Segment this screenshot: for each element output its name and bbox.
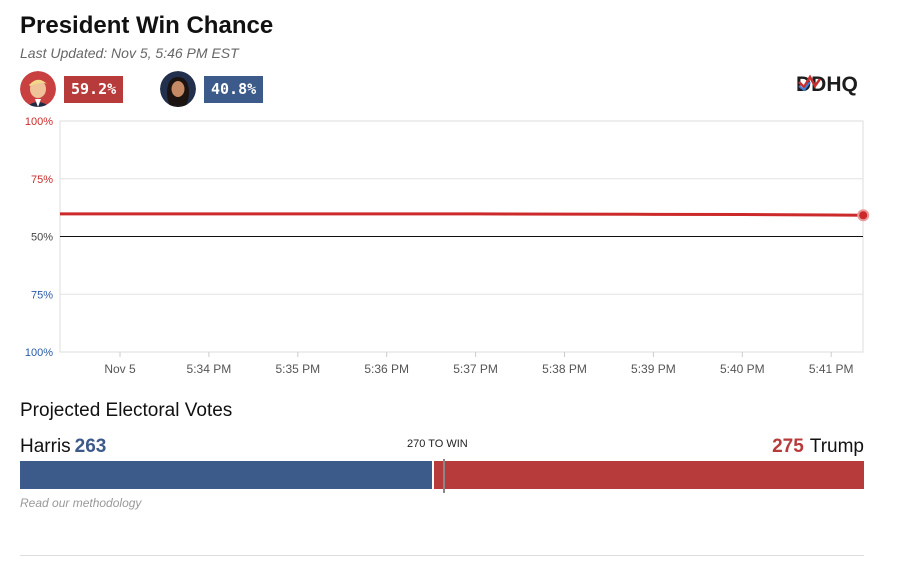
- footer-divider: [20, 555, 864, 556]
- x-tick-label: 5:39 PM: [631, 362, 676, 376]
- last-updated: Last Updated: Nov 5, 5:46 PM EST: [20, 45, 239, 61]
- to-win-label: 270 TO WIN: [407, 438, 468, 450]
- series-endpoint: [857, 209, 870, 222]
- ddhq-logo[interactable]: DDHQ: [796, 70, 866, 96]
- harris-avatar: [160, 71, 196, 107]
- x-tick-label: 5:34 PM: [187, 362, 232, 376]
- candidate-harris: 40.8%: [160, 71, 264, 107]
- x-tick-label: 5:38 PM: [542, 362, 587, 376]
- y-tick-label: 100%: [25, 347, 53, 359]
- trump-electoral-name: Trump: [809, 436, 864, 457]
- page-title: President Win Chance: [20, 12, 274, 39]
- harris-win-pct: 40.8%: [204, 75, 264, 103]
- electoral-bar: [20, 459, 864, 493]
- candidate-trump: 59.2%: [20, 71, 124, 107]
- to-win-marker: [442, 459, 445, 493]
- methodology-link[interactable]: Read our methodology: [20, 496, 142, 510]
- y-tick-label: 75%: [31, 174, 53, 186]
- harris-electoral: Harris 263: [20, 436, 106, 458]
- y-tick-label: 75%: [31, 289, 53, 301]
- x-tick-label: 5:36 PM: [364, 362, 409, 376]
- x-tick-label: 5:35 PM: [275, 362, 320, 376]
- x-tick-label: 5:37 PM: [453, 362, 498, 376]
- harris-electoral-segment: [20, 461, 432, 489]
- harris-electoral-votes: 263: [74, 436, 107, 457]
- trump-electoral: 275 Trump: [772, 436, 864, 458]
- electoral-section-title: Projected Electoral Votes: [20, 400, 233, 421]
- trump-electoral-votes: 275: [772, 436, 804, 457]
- x-tick-label: 5:41 PM: [809, 362, 854, 376]
- series-line: [60, 212, 864, 217]
- win-chance-chart: 100% 75% 50% 75% 100% Nov 5 5:34 PM 5:35 PM 5:36…: [25, 116, 870, 376]
- y-tick-label: 50%: [31, 232, 53, 244]
- harris-electoral-name: Harris: [20, 436, 71, 457]
- trump-avatar: [20, 71, 56, 107]
- x-tick-label: 5:40 PM: [720, 362, 765, 376]
- y-tick-label: 100%: [25, 116, 53, 128]
- x-tick-label: Nov 5: [104, 362, 136, 376]
- trump-electoral-segment: [433, 461, 864, 489]
- trump-win-pct: 59.2%: [64, 75, 124, 103]
